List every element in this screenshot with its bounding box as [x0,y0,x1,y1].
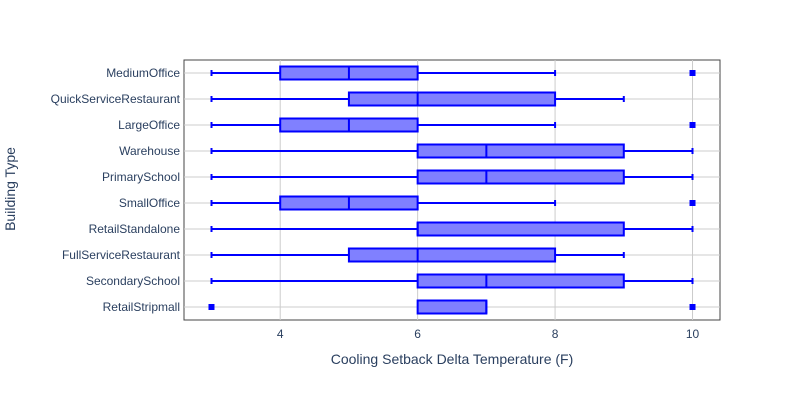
y-tick-labels: MediumOffice QuickServiceRestaurant LargeO… [51,66,181,314]
x-tick-label: 10 [686,327,700,341]
box-PrimarySchool [210,169,694,185]
outlier-point [689,70,696,76]
y-axis-title: Building Type [2,147,18,231]
y-tick-label: MediumOffice [106,66,180,80]
y-tick-label: RetailStripmall [103,300,180,314]
x-axis-title: Cooling Setback Delta Temperature (F) [331,351,574,367]
y-tick-label: LargeOffice [118,118,180,132]
plot-frame [183,59,721,321]
y-tick-label: SecondarySchool [86,274,180,288]
box-RetailStandalone [210,221,694,237]
iqr-box [416,299,488,315]
box-SecondarySchool [210,273,694,289]
outlier-point [689,122,696,128]
iqr-box [416,273,625,289]
y-tick-label: RetailStandalone [89,222,181,236]
box-FullServiceRestaurant [210,247,625,263]
y-tick-label: Warehouse [119,144,180,158]
box-LargeOffice [210,117,696,133]
x-tick-labels: 4 6 8 10 [277,327,700,341]
iqr-box [416,221,625,237]
iqr-box [347,91,557,107]
box-MediumOffice [210,65,696,81]
y-tick-label: QuickServiceRestaurant [51,92,181,106]
box-layer [208,65,696,315]
box-SmallOffice [210,195,696,211]
box-QuickServiceRestaurant [210,91,625,107]
y-tick-label: PrimarySchool [102,170,180,184]
iqr-box [347,247,557,263]
outlier-point [208,304,215,310]
x-tick-label: 6 [414,327,421,341]
x-tick-label: 4 [277,327,284,341]
iqr-box [416,169,625,185]
outlier-point [689,304,696,310]
y-tick-label: FullServiceRestaurant [62,248,181,262]
y-tick-label: SmallOffice [119,196,180,210]
x-tick-label: 8 [552,327,559,341]
box-Warehouse [210,143,694,159]
box-RetailStripmall [208,299,696,315]
outlier-point [689,200,696,206]
iqr-box [416,143,625,159]
